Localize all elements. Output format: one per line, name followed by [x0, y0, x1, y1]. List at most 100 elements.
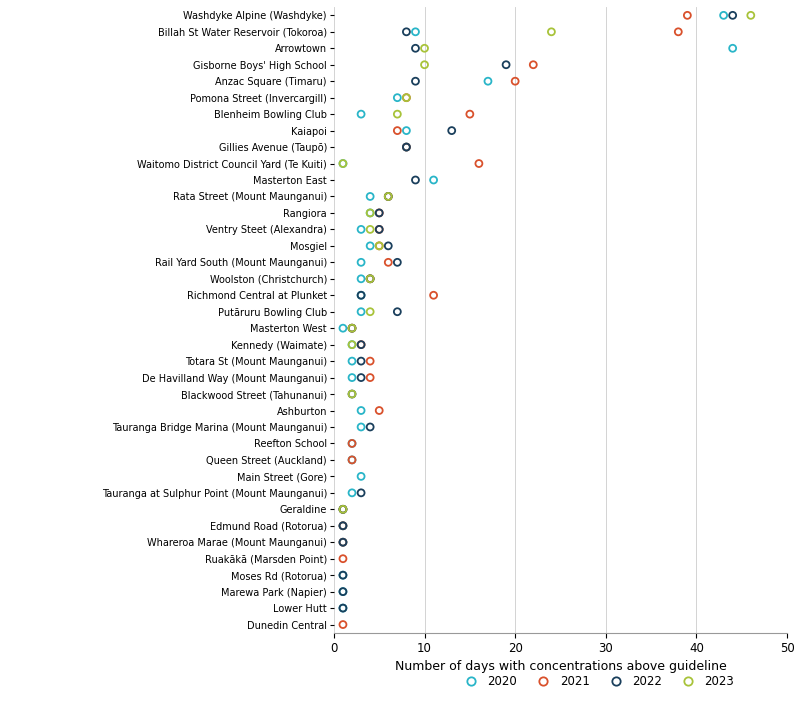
Point	[373, 224, 386, 235]
Point	[336, 503, 349, 515]
Point	[391, 92, 404, 103]
Legend: 2020, 2021, 2022, 2023: 2020, 2021, 2022, 2023	[455, 670, 739, 693]
Point	[373, 224, 386, 235]
Point	[346, 487, 359, 498]
Point	[672, 26, 684, 38]
Point	[336, 323, 349, 334]
Point	[355, 306, 367, 317]
Point	[355, 339, 367, 351]
Point	[364, 273, 377, 284]
Point	[336, 619, 349, 630]
Point	[382, 257, 394, 268]
Point	[373, 207, 386, 218]
Point	[336, 158, 349, 169]
Point	[336, 537, 349, 548]
Point	[336, 570, 349, 581]
Point	[355, 471, 367, 482]
Point	[364, 207, 377, 218]
Point	[364, 306, 377, 317]
Point	[364, 273, 377, 284]
Point	[382, 191, 394, 202]
Point	[364, 356, 377, 367]
Point	[373, 405, 386, 416]
Point	[355, 109, 367, 120]
Point	[509, 75, 522, 87]
Point	[346, 388, 359, 400]
Point	[336, 503, 349, 515]
Point	[346, 323, 359, 334]
Point	[545, 26, 558, 38]
Point	[346, 438, 359, 449]
Point	[346, 339, 359, 351]
Point	[355, 289, 367, 301]
Point	[346, 454, 359, 466]
Point	[427, 289, 440, 301]
Point	[373, 240, 386, 252]
Point	[391, 257, 404, 268]
Point	[400, 26, 413, 38]
Point	[346, 323, 359, 334]
Point	[400, 92, 413, 103]
Point	[336, 586, 349, 597]
Point	[336, 520, 349, 531]
Point	[373, 240, 386, 252]
Point	[346, 438, 359, 449]
Point	[355, 356, 367, 367]
Point	[355, 339, 367, 351]
Point	[336, 602, 349, 614]
Point	[527, 59, 540, 70]
Point	[346, 388, 359, 400]
Point	[355, 372, 367, 383]
Point	[373, 207, 386, 218]
Point	[500, 59, 513, 70]
Point	[400, 141, 413, 153]
Point	[346, 372, 359, 383]
Point	[336, 503, 349, 515]
Point	[346, 323, 359, 334]
Point	[400, 141, 413, 153]
Point	[427, 174, 440, 186]
Point	[463, 109, 476, 120]
Point	[355, 224, 367, 235]
Point	[355, 422, 367, 433]
Point	[400, 92, 413, 103]
Point	[355, 257, 367, 268]
Point	[364, 240, 377, 252]
Point	[336, 586, 349, 597]
Point	[355, 487, 367, 498]
Point	[391, 109, 404, 120]
Point	[346, 356, 359, 367]
Point	[391, 306, 404, 317]
Point	[364, 372, 377, 383]
Point	[336, 503, 349, 515]
Point	[364, 207, 377, 218]
Point	[727, 10, 739, 21]
Point	[336, 537, 349, 548]
Point	[336, 602, 349, 614]
Point	[355, 273, 367, 284]
Point	[717, 10, 730, 21]
Point	[727, 43, 739, 54]
Point	[336, 158, 349, 169]
Point	[382, 191, 394, 202]
Point	[336, 553, 349, 565]
Point	[355, 405, 367, 416]
Point	[336, 570, 349, 581]
Point	[336, 520, 349, 531]
Point	[336, 520, 349, 531]
Point	[400, 141, 413, 153]
Point	[364, 224, 377, 235]
Point	[364, 422, 377, 433]
X-axis label: Number of days with concentrations above guideline: Number of days with concentrations above…	[394, 661, 727, 673]
Point	[400, 125, 413, 137]
Point	[336, 537, 349, 548]
Point	[364, 191, 377, 202]
Point	[445, 125, 458, 137]
Point	[382, 191, 394, 202]
Point	[409, 75, 422, 87]
Point	[418, 43, 431, 54]
Point	[744, 10, 757, 21]
Point	[472, 158, 485, 169]
Point	[681, 10, 694, 21]
Point	[382, 240, 394, 252]
